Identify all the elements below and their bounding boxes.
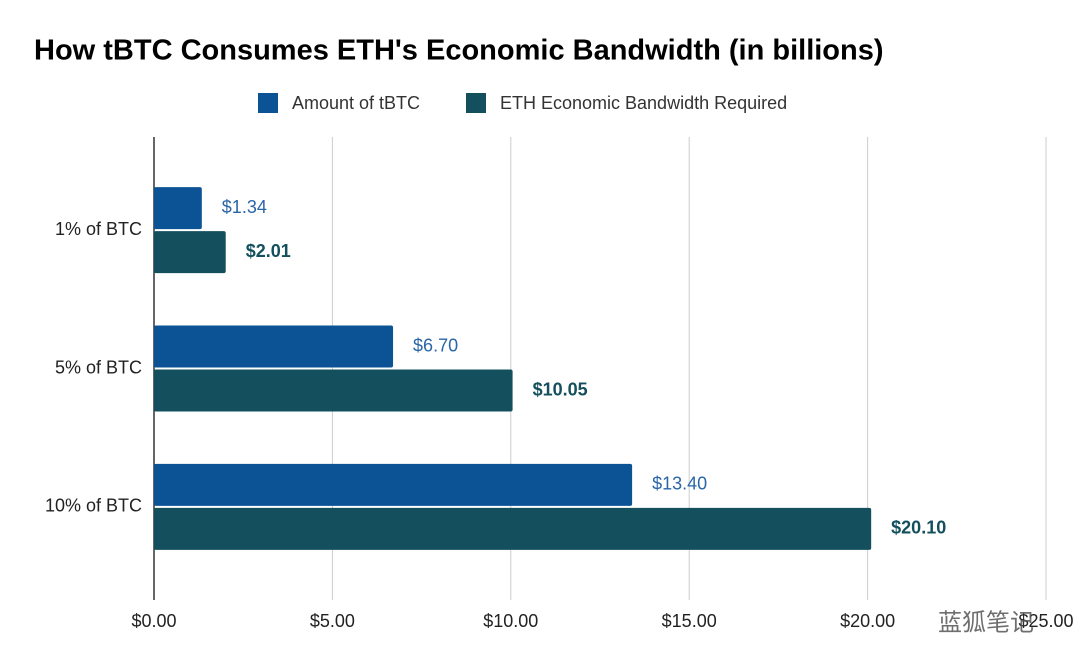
watermark: 蓝狐笔记 [938,609,1034,636]
x-tick-label: $15.00 [662,611,717,631]
x-tick-label: $5.00 [310,611,355,631]
legend-swatch [258,93,278,113]
legend-label: Amount of tBTC [292,93,420,113]
data-label: $1.34 [222,197,267,217]
y-tick-label: 5% of BTC [55,357,142,377]
bar [154,463,633,506]
x-tick-label: $10.00 [483,611,538,631]
bar [154,231,226,274]
data-label: $13.40 [652,474,707,494]
x-tick-label: $25.00 [1018,611,1073,631]
chart-title: How tBTC Consumes ETH's Economic Bandwid… [34,35,884,67]
y-tick-label: 1% of BTC [55,219,142,239]
data-label: $20.10 [891,518,946,538]
y-tick-label: 10% of BTC [45,496,142,516]
bar [154,507,872,550]
data-label: $10.05 [533,379,588,399]
legend-label: ETH Economic Bandwidth Required [500,93,787,113]
bar [154,187,202,230]
data-label: $2.01 [246,241,291,261]
bar [154,325,394,368]
x-tick-label: $20.00 [840,611,895,631]
x-tick-label: $0.00 [131,611,176,631]
legend-swatch [466,93,486,113]
data-label: $6.70 [413,335,458,355]
bar [154,369,513,412]
